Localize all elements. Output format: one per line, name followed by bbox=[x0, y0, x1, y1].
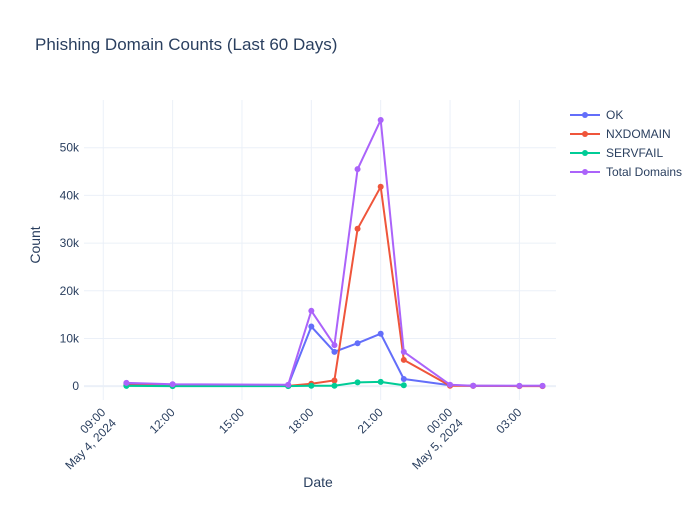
data-point[interactable] bbox=[331, 348, 338, 355]
data-point[interactable] bbox=[377, 183, 384, 190]
legend-label: OK bbox=[606, 108, 623, 122]
y-axis-ticks: 0 10k 20k 30k 40k 50k bbox=[60, 141, 80, 393]
series-line-total-domains bbox=[126, 119, 543, 387]
data-point[interactable] bbox=[377, 117, 384, 124]
y-tick-label: 40k bbox=[60, 188, 80, 202]
legend-label: NXDOMAIN bbox=[606, 127, 671, 141]
data-point[interactable] bbox=[331, 377, 338, 384]
legend-swatch-marker bbox=[582, 150, 588, 156]
data-point[interactable] bbox=[354, 166, 361, 173]
chart-title: Phishing Domain Counts (Last 60 Days) bbox=[35, 35, 337, 54]
data-point[interactable] bbox=[285, 381, 292, 388]
x-axis-title: Date bbox=[303, 474, 333, 490]
legend-swatch-marker bbox=[582, 169, 588, 175]
y-tick-label: 20k bbox=[60, 284, 80, 298]
y-axis-title: Count bbox=[27, 226, 43, 263]
grid-lines bbox=[84, 100, 556, 400]
data-point[interactable] bbox=[400, 382, 407, 389]
data-point[interactable] bbox=[377, 330, 384, 337]
legend-item[interactable]: NXDOMAIN bbox=[570, 127, 671, 141]
data-point[interactable] bbox=[447, 381, 454, 388]
data-point[interactable] bbox=[169, 381, 176, 388]
data-point[interactable] bbox=[377, 378, 384, 385]
legend-item[interactable]: SERVFAIL bbox=[570, 146, 663, 160]
legend-label: Total Domains bbox=[606, 165, 682, 179]
data-point[interactable] bbox=[539, 382, 546, 389]
y-tick-label: 0 bbox=[72, 379, 79, 393]
data-point[interactable] bbox=[400, 356, 407, 363]
series-points bbox=[123, 117, 546, 390]
data-point[interactable] bbox=[400, 376, 407, 383]
series-line-servfail bbox=[126, 380, 404, 388]
legend-label: SERVFAIL bbox=[606, 146, 663, 160]
legend-swatch-marker bbox=[582, 112, 588, 118]
y-tick-label: 10k bbox=[60, 331, 80, 345]
legend-swatch-marker bbox=[582, 131, 588, 137]
legend-item[interactable]: OK bbox=[570, 108, 623, 122]
data-point[interactable] bbox=[331, 382, 338, 389]
data-point[interactable] bbox=[331, 342, 338, 349]
series-lines bbox=[126, 119, 543, 388]
y-tick-label: 50k bbox=[60, 141, 80, 155]
data-point[interactable] bbox=[354, 379, 361, 386]
data-point[interactable] bbox=[308, 382, 315, 389]
data-point[interactable] bbox=[516, 382, 523, 389]
legend-item[interactable]: Total Domains bbox=[570, 165, 682, 179]
data-point[interactable] bbox=[123, 379, 130, 386]
data-point[interactable] bbox=[354, 340, 361, 347]
data-point[interactable] bbox=[308, 307, 315, 314]
data-point[interactable] bbox=[354, 225, 361, 232]
y-tick-label: 30k bbox=[60, 236, 80, 250]
legend[interactable]: OK NXDOMAIN SERVFAIL Total Domains bbox=[570, 108, 682, 179]
data-point[interactable] bbox=[308, 323, 315, 330]
data-point[interactable] bbox=[400, 348, 407, 355]
data-point[interactable] bbox=[470, 382, 477, 389]
